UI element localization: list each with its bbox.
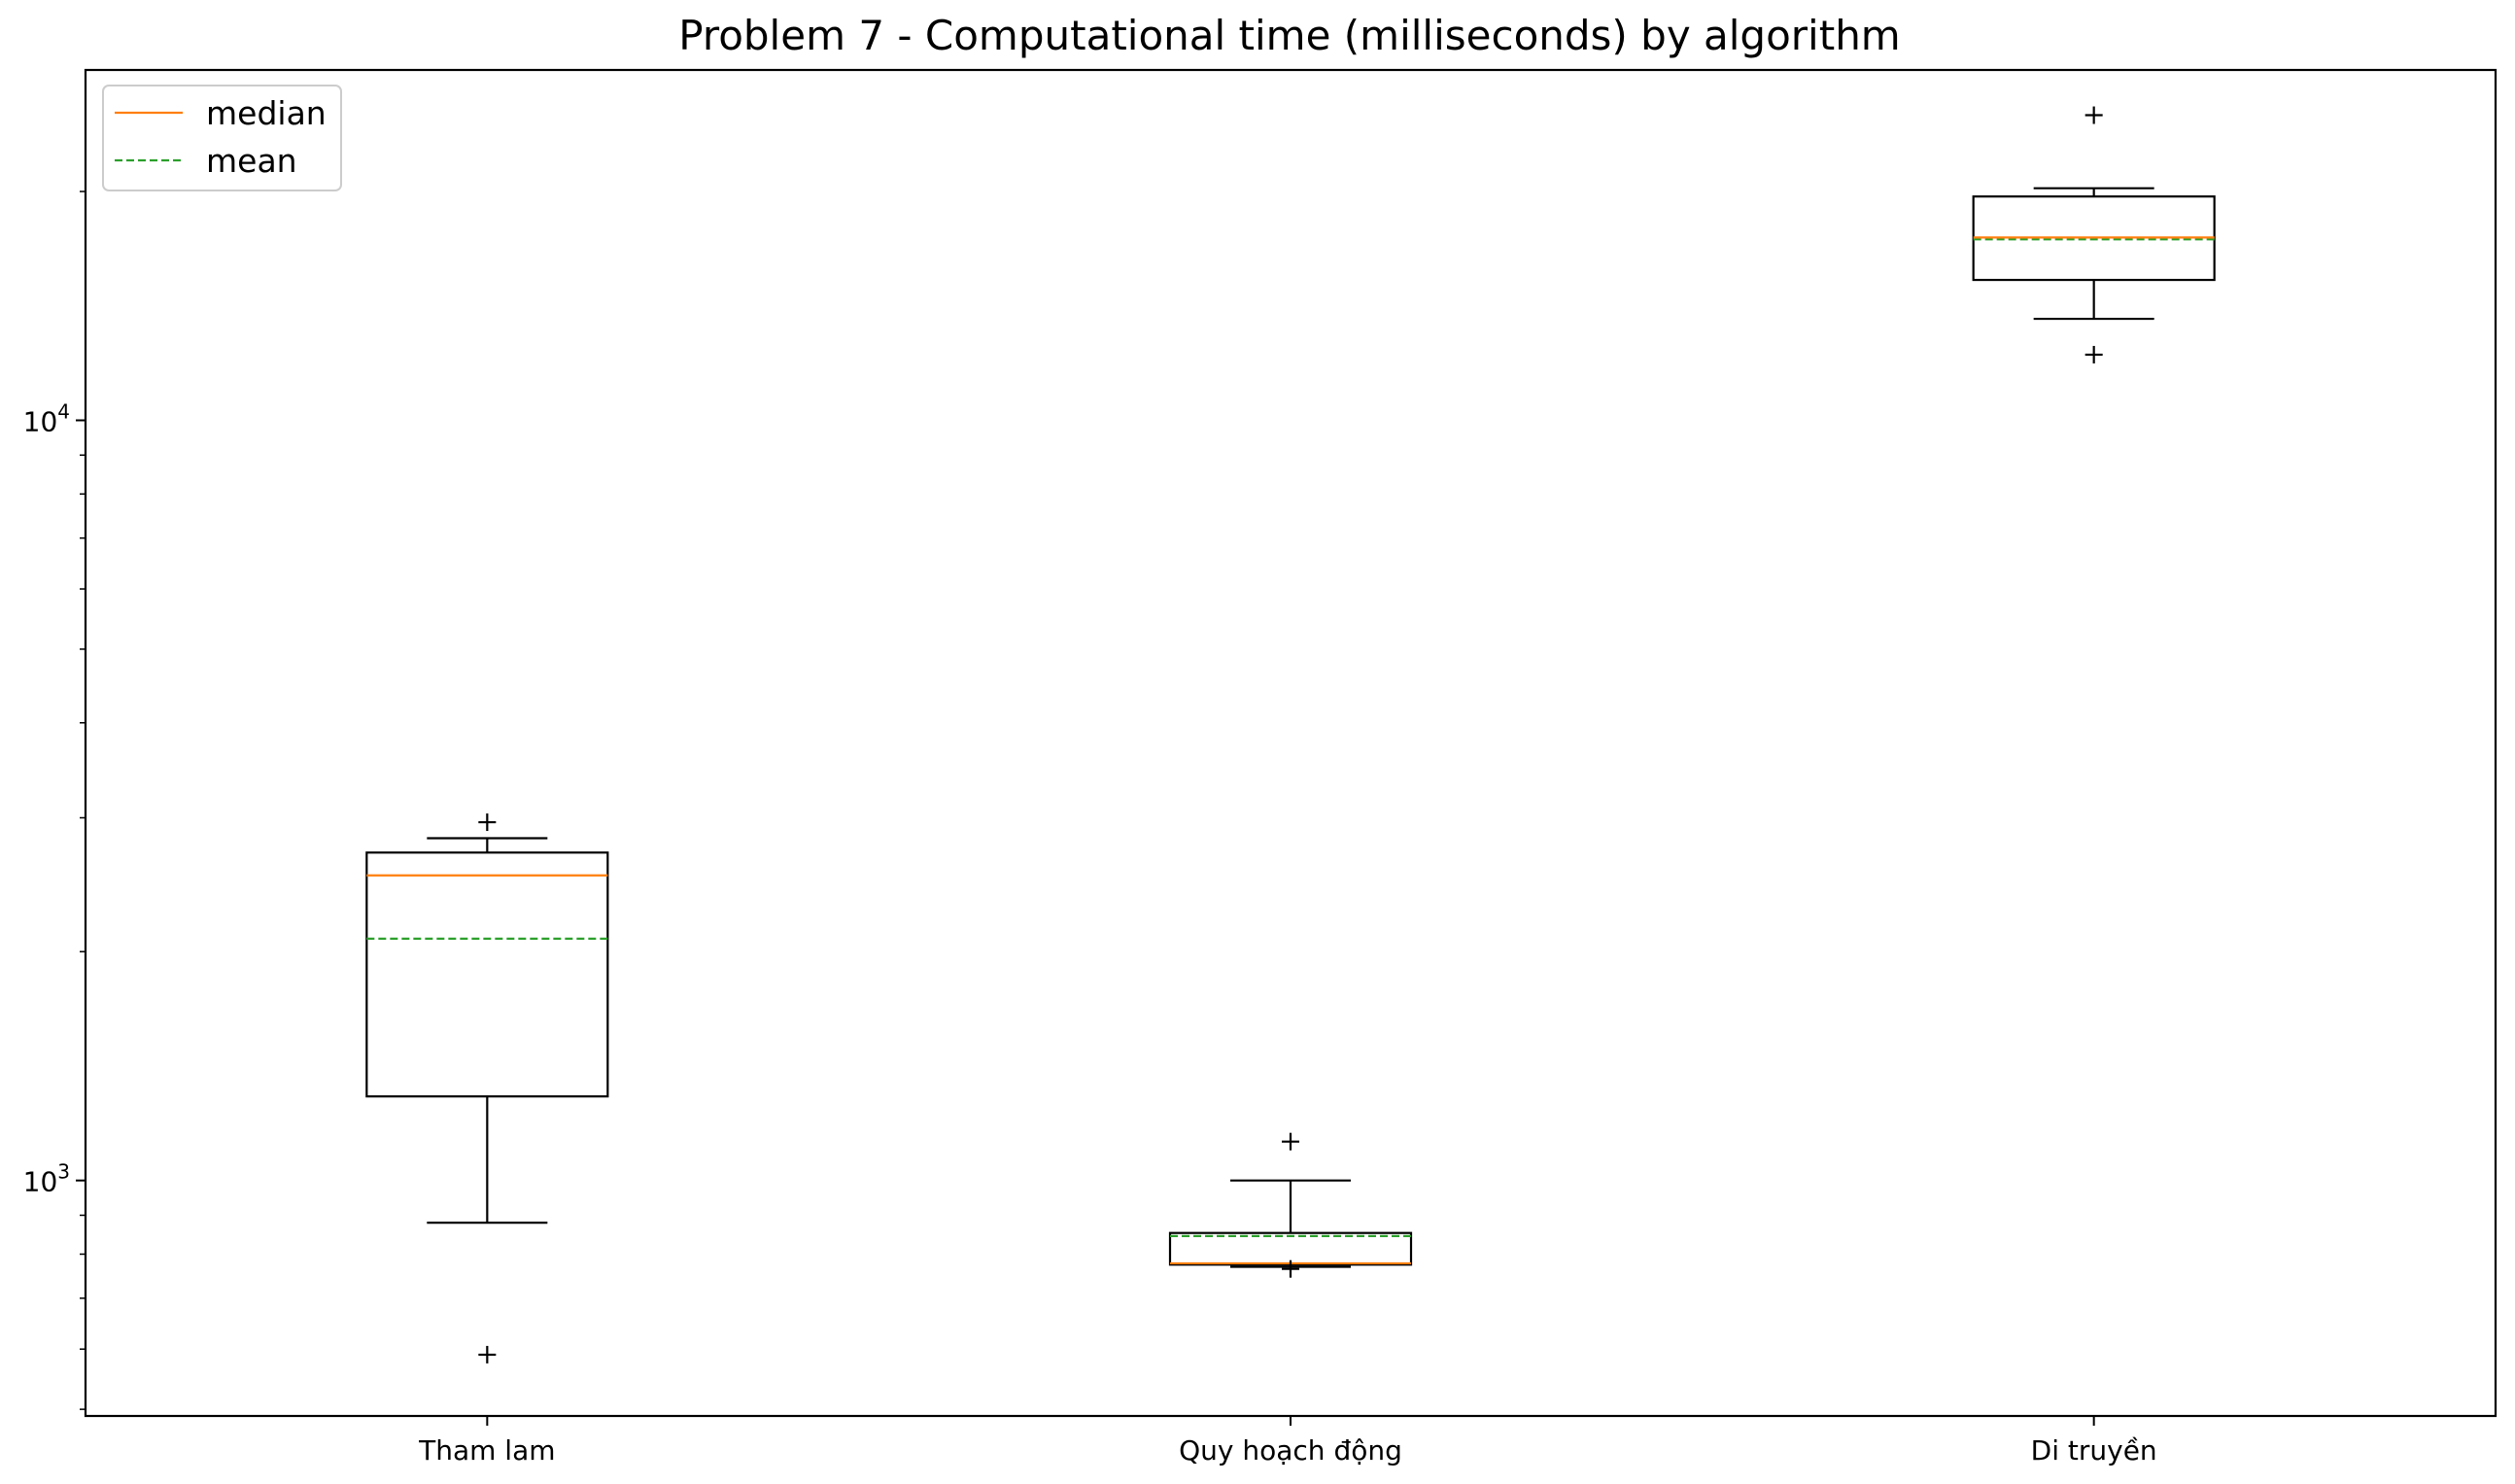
plot-frame	[84, 68, 2498, 1418]
outlier-marker	[478, 813, 497, 832]
outlier-marker	[478, 1345, 497, 1363]
x-tick-label: Tham lam	[418, 1434, 555, 1467]
y-tick-label: 104	[23, 400, 70, 438]
y-tick-label: 103	[23, 1160, 70, 1198]
legend-label: mean	[206, 142, 297, 180]
outlier-marker	[2084, 106, 2103, 124]
plot-boxes	[365, 106, 2216, 1363]
outlier-marker	[2084, 345, 2103, 363]
box-group	[1168, 1132, 1413, 1278]
iqr-box	[365, 851, 609, 1098]
box-group	[1972, 106, 2216, 363]
x-tick-label: Quy hoạch động	[1179, 1434, 1402, 1467]
y-axis: 103 104	[23, 190, 86, 1410]
box-group	[365, 813, 609, 1363]
outlier-marker	[1282, 1260, 1299, 1278]
outlier-marker	[1282, 1132, 1299, 1151]
legend-label: median	[206, 94, 327, 132]
chart-title: Problem 7 - Computational time (millisec…	[678, 12, 1900, 59]
x-tick-label: Di truyền	[2031, 1434, 2157, 1467]
legend: median mean	[102, 85, 342, 191]
x-axis: Tham lam Quy hoạch động Di truyền	[418, 1416, 2157, 1467]
